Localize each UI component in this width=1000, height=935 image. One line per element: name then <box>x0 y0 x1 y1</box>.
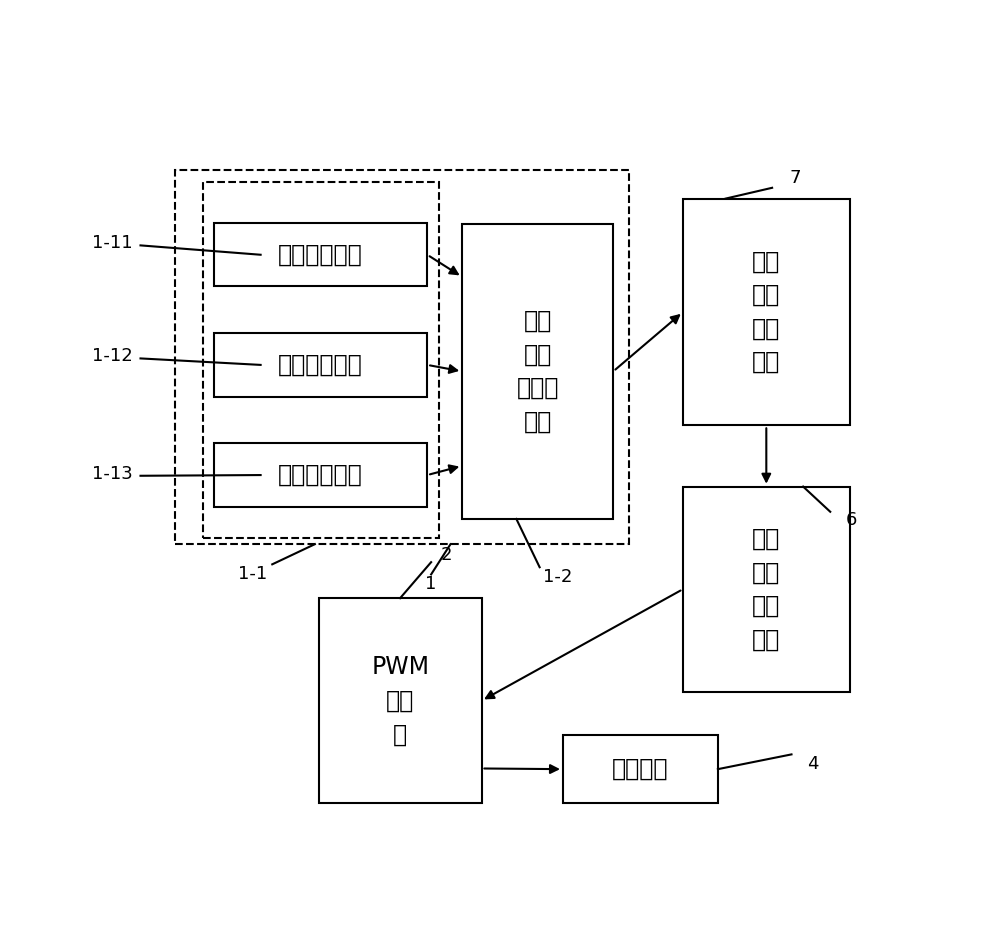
Text: PWM
控制
器: PWM 控制 器 <box>371 655 429 746</box>
Text: 电子开关: 电子开关 <box>612 757 669 781</box>
Text: 7: 7 <box>790 169 801 187</box>
Bar <box>202 182 439 539</box>
Bar <box>214 223 427 286</box>
Bar <box>214 333 427 396</box>
Text: 1-11: 1-11 <box>92 235 133 252</box>
Text: 第二脑电电极: 第二脑电电极 <box>278 352 363 377</box>
Text: 第一脑电电极: 第一脑电电极 <box>278 243 363 266</box>
Text: 2: 2 <box>441 546 452 564</box>
Bar <box>319 598 482 803</box>
Text: 第二
无线
通信
模块: 第二 无线 通信 模块 <box>752 527 780 652</box>
Text: 1-12: 1-12 <box>92 347 133 366</box>
Bar <box>462 223 613 519</box>
Text: 6: 6 <box>846 511 857 529</box>
Text: 脑电
信号
预处理
装置: 脑电 信号 预处理 装置 <box>516 309 559 434</box>
Text: 第三脑电电极: 第三脑电电极 <box>278 463 363 487</box>
Text: 1-2: 1-2 <box>543 568 572 585</box>
Text: 1-13: 1-13 <box>92 465 133 482</box>
Bar <box>683 486 850 692</box>
Text: 4: 4 <box>807 755 818 772</box>
Bar <box>214 443 427 507</box>
Text: 1: 1 <box>425 575 437 594</box>
Text: 1-1: 1-1 <box>238 566 268 583</box>
Bar <box>563 735 718 803</box>
Bar <box>683 198 850 425</box>
Bar <box>175 170 629 544</box>
Text: 第一
无线
通信
模块: 第一 无线 通信 模块 <box>752 250 780 374</box>
